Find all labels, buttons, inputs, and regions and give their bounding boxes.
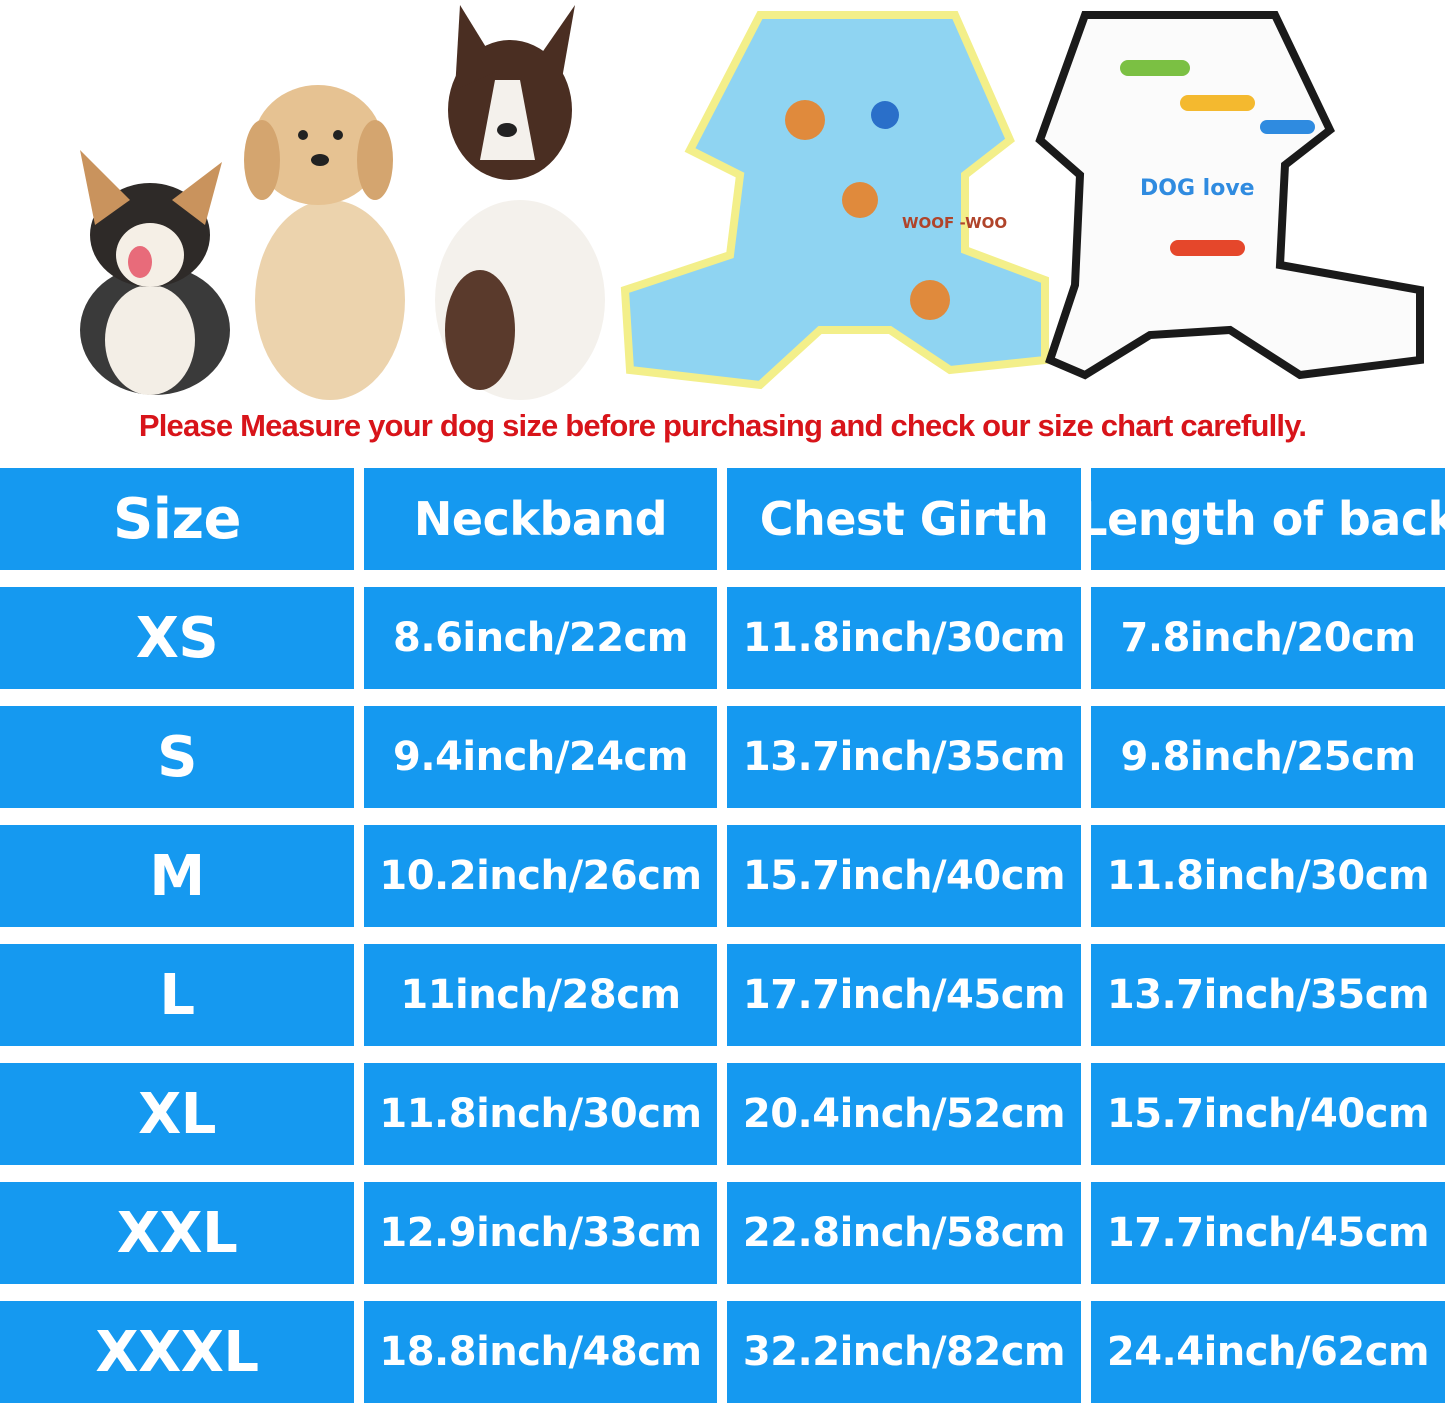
header-size: Size (0, 468, 354, 570)
cell-neckband: 11inch/28cm (364, 944, 717, 1046)
cell-size: M (0, 825, 354, 927)
cell-length-of-back: 15.7inch/40cm (1091, 1063, 1445, 1165)
cell-length-of-back: 13.7inch/35cm (1091, 944, 1445, 1046)
cell-size: XXL (0, 1182, 354, 1284)
cell-length-of-back: 17.7inch/45cm (1091, 1182, 1445, 1284)
cell-size: L (0, 944, 354, 1046)
header-length-of-back: Length of back (1078, 468, 1445, 570)
header-chest-girth: Chest Girth (727, 468, 1081, 570)
cell-chest-girth: 13.7inch/35cm (727, 706, 1081, 808)
cell-chest-girth: 15.7inch/40cm (727, 825, 1081, 927)
pajama-print-text: DOG love (1140, 176, 1255, 201)
cell-neckband: 8.6inch/22cm (364, 587, 717, 689)
cell-chest-girth: 11.8inch/30cm (727, 587, 1081, 689)
cell-size: XXXL (0, 1301, 354, 1403)
cell-neckband: 9.4inch/24cm (364, 706, 717, 808)
dog-bone-print-pajama-image: DOG love (1035, 11, 1424, 380)
cell-length-of-back: 24.4inch/62cm (1091, 1301, 1445, 1403)
pajama-print-text: WOOF -WOO (902, 214, 1007, 232)
corgi-print-pajama-image: WOOF -WOO (620, 11, 1049, 390)
cell-size: XS (0, 587, 354, 689)
cell-length-of-back: 7.8inch/20cm (1091, 587, 1445, 689)
cell-chest-girth: 32.2inch/82cm (727, 1301, 1081, 1403)
cell-size: XL (0, 1063, 354, 1165)
cell-neckband: 18.8inch/48cm (364, 1301, 717, 1403)
border-collie-puppy-image (435, 5, 605, 400)
cell-neckband: 12.9inch/33cm (364, 1182, 717, 1284)
measure-notice: Please Measure your dog size before purc… (138, 408, 1307, 443)
golden-retriever-puppy-image (244, 85, 405, 400)
cell-chest-girth: 22.8inch/58cm (727, 1182, 1081, 1284)
cell-size: S (0, 706, 354, 808)
cell-neckband: 10.2inch/26cm (364, 825, 717, 927)
corgi-puppy-image (80, 150, 230, 395)
header-neckband: Neckband (364, 468, 717, 570)
product-photo: WOOF -WOO DOG love (80, 5, 1424, 400)
cell-length-of-back: 9.8inch/25cm (1091, 706, 1445, 808)
cell-neckband: 11.8inch/30cm (364, 1063, 717, 1165)
cell-chest-girth: 20.4inch/52cm (727, 1063, 1081, 1165)
cell-length-of-back: 11.8inch/30cm (1091, 825, 1445, 927)
cell-chest-girth: 17.7inch/45cm (727, 944, 1081, 1046)
